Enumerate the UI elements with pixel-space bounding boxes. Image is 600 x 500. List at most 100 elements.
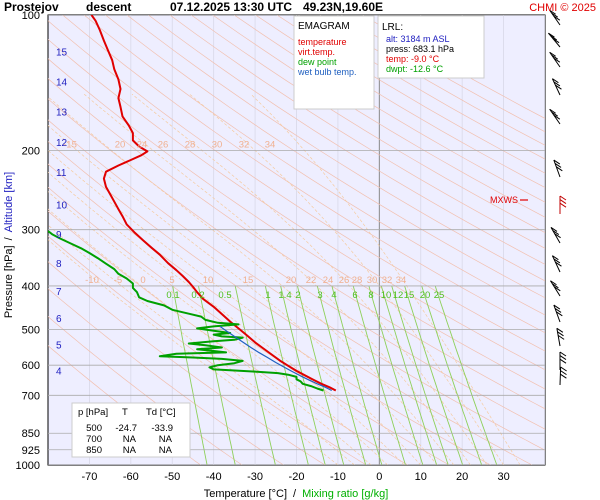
header-flight: descent [86,0,131,14]
altitude-tick-label: 8 [56,259,62,270]
wind-barb-feather [560,370,567,376]
dry-adiabat-label: 32 [239,139,250,150]
dry-adiabat-line [148,15,545,265]
wind-barb-feather [559,355,567,361]
lrl-press: press: 683.1 hPa [386,44,454,54]
altitude-tick-label: 5 [56,341,62,352]
wind-barb-feather [552,255,559,261]
levels-header-p: p [hPa] [78,407,108,418]
wind-barb-feather [559,358,567,364]
wind-barb-feather [553,15,561,21]
lrl-alt: alt: 3184 m ASL [386,34,450,44]
wind-barbs [548,9,567,386]
moist-adiabat-label: 34 [396,275,407,286]
header-station: Prostejov [4,0,59,14]
header-coords: 49.23N,19.60E [303,0,383,14]
dry-adiabat-line [48,20,545,352]
levels-row-850-p: 850 [86,445,102,456]
lrl-title: LRL: [382,22,403,33]
levels-row-500-td: -33.9 [151,423,173,434]
wind-barb-feather [550,226,558,232]
wind-barb-feather [549,9,556,15]
mixing-ratio-label: 3 [317,290,322,301]
wind-barb-feather [552,283,559,289]
wind-barb-feather [554,308,562,313]
dry-adiabat-line [212,15,545,218]
mixing-ratio-label: 20 [420,290,431,301]
dry-adiabat-line [48,39,545,371]
wind-barb-feather [548,32,555,38]
y-tick-label: 1000 [16,460,40,472]
wind-barb-staff [551,255,561,273]
x-tick-label: -10 [330,471,346,483]
y-tick-label: 600 [22,360,40,372]
dry-adiabat-label: 24 [137,139,148,150]
moist-adiabat-label: 15 [243,275,254,286]
mixing-ratio-label: 10 [381,290,392,301]
legend-title: EMAGRAM [298,21,350,32]
wind-barb-feather [557,334,565,340]
x-tick-label: 30 [497,471,509,483]
levels-row-850-td: NA [159,445,173,456]
lrl-temp: temp: -9.0 °C [386,54,440,64]
wind-barb-feather [556,311,563,317]
dry-adiabat-label: 26 [158,139,169,150]
dry-adiabat-line [105,15,545,299]
moist-adiabat-label: 30 [367,275,378,286]
series-dew-point [48,230,324,392]
dry-adiabat-line [126,15,545,282]
wind-barb-feather [553,286,561,292]
wind-barb-feather [559,202,567,208]
wind-barb-feather [555,84,562,90]
x-tick-label: -50 [164,471,180,483]
mixing-ratio-label: 1.4 [278,290,291,301]
levels-row-700-t: NA [123,434,137,445]
moist-adiabat-label: 32 [382,275,393,286]
dry-adiabat-label: 34 [265,139,276,150]
legend-temperature: temperature [298,37,347,47]
dry-adiabat-line [191,15,545,233]
dry-adiabat-label: 30 [212,139,223,150]
levels-header-td: Td [°C] [146,407,176,418]
lrl-box [377,15,485,79]
mixing-ratio-label: 4 [331,290,336,301]
wind-barb-staff [559,366,562,386]
wind-barb-feather [553,159,561,165]
moist-adiabat-line [48,150,422,465]
moist-adiabat-label: 0 [140,275,145,286]
wind-barb-staff [549,51,561,68]
altitude-tick-label: 6 [56,314,62,325]
dry-adiabat-label: 20 [115,139,126,150]
x-axis-title: Temperature [°C] / Mixing ratio [g/kg] [204,488,389,500]
wind-barb-feather [549,108,556,114]
mixing-ratio-label: 2 [295,290,300,301]
wind-barb-feather [550,35,558,41]
dry-adiabat-line [48,78,545,410]
altitude-tick-label: 9 [56,230,62,241]
wind-barb-staff [548,32,561,48]
moist-adiabat-label: -5 [114,275,122,286]
wind-barb-feather [552,230,560,235]
levels-row-500-t: -24.7 [115,423,137,434]
series-wet-bulb-temp [219,325,332,392]
levels-row-850-t: NA [123,445,137,456]
x-axis-title-temperature: Temperature [°C] [204,488,287,500]
wind-barb-staff [553,159,561,178]
mixing-ratio-label: 0.5 [218,290,231,301]
legend-box [293,15,375,110]
dry-adiabat-line [83,15,545,316]
moist-adiabat-line [48,208,372,465]
wind-barb-feather [553,81,561,87]
wind-barb-feather [552,78,559,84]
mixing-ratio-label: 25 [434,290,445,301]
y-tick-label: 300 [22,225,40,237]
x-tick-label: -70 [81,471,97,483]
moist-adiabat-line [48,96,455,465]
dry-adiabat-label: -15 [63,139,77,150]
copyright: CHMI © 2025 [529,2,596,14]
legend-virt-temp: virt.temp. [298,47,335,57]
y-axis-title-pressure: Pressure [hPa] [3,245,15,318]
wind-barb-staff [549,9,561,26]
wind-barb-feather [553,114,561,120]
mixing-ratio-label: 0.2 [191,290,204,301]
